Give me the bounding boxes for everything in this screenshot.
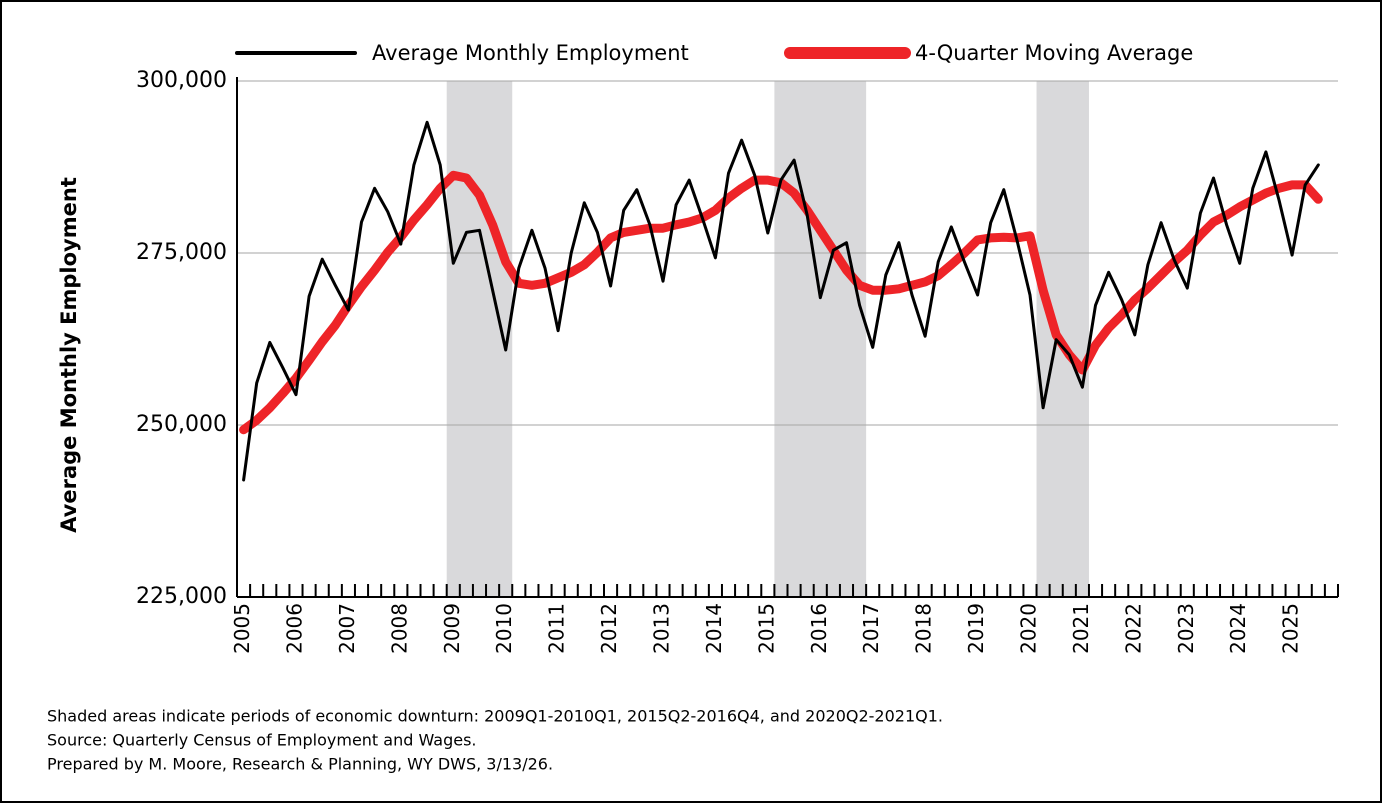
note: Source: Quarterly Census of Employment a… [47,731,477,750]
shaded-period [774,81,867,597]
x-tick-label: 2016 [807,603,831,654]
x-tick-label: 2014 [702,603,726,654]
x-tick-label: 2008 [387,603,411,654]
note: Shaded areas indicate periods of economi… [47,707,943,726]
x-tick-label: 2015 [754,603,778,654]
x-tick-label: 2019 [964,603,988,654]
series-line [242,120,1320,482]
note: Prepared by M. Moore, Research & Plannin… [47,755,553,774]
x-tick-label: 2020 [1016,603,1040,654]
y-axis-label: Average Monthly Employment [57,177,81,533]
y-tick-label: 275,000 [136,240,227,265]
x-tick-label: 2005 [230,603,254,654]
x-tick-label: 2010 [492,603,516,654]
legend-label: Average Monthly Employment [372,41,689,65]
y-tick-label: 250,000 [136,412,227,437]
x-tick-label: 2012 [597,603,621,654]
x-tick-label: 2007 [335,603,359,654]
y-tick-label: 225,000 [136,584,227,609]
x-tick-label: 2013 [649,603,673,654]
shaded-period [446,81,513,597]
x-tick-label: 2017 [859,603,883,654]
x-tick-label: 2024 [1226,603,1250,654]
legend-label: 4-Quarter Moving Average [915,41,1193,65]
x-tick-label: 2022 [1121,603,1145,654]
x-tick-label: 2023 [1174,603,1198,654]
x-tick-label: 2006 [282,603,306,654]
x-tick-label: 2018 [912,603,936,654]
x-tick-label: 2025 [1279,603,1303,654]
y-tick-label: 300,000 [136,68,227,93]
x-tick-label: 2009 [440,603,464,654]
x-tick-label: 2011 [545,603,569,654]
x-tick-label: 2021 [1069,603,1093,654]
